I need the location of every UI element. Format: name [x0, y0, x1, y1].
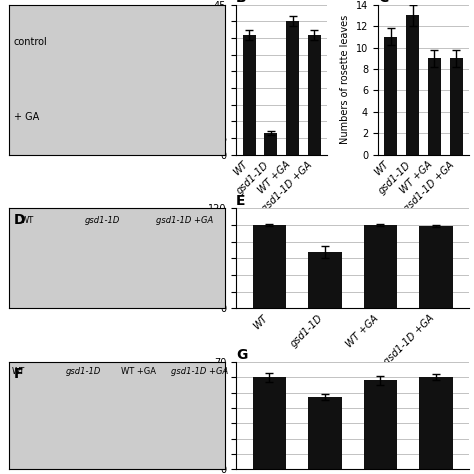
- Bar: [264, 133, 277, 155]
- Text: G: G: [236, 348, 247, 362]
- Bar: [406, 16, 419, 155]
- Bar: [308, 35, 321, 155]
- Text: gsd1-1D +GA: gsd1-1D +GA: [156, 217, 213, 226]
- Text: gsd1-1D +GA: gsd1-1D +GA: [171, 367, 228, 376]
- Text: D: D: [14, 213, 25, 228]
- Text: gsd1-1D: gsd1-1D: [85, 217, 120, 226]
- Bar: [450, 58, 463, 155]
- Text: C: C: [378, 0, 388, 5]
- Bar: [253, 377, 286, 469]
- Text: WT: WT: [12, 367, 25, 376]
- Bar: [243, 35, 255, 155]
- Bar: [364, 381, 397, 469]
- Text: WT: WT: [20, 217, 34, 226]
- Y-axis label: Numbers of rosette leaves: Numbers of rosette leaves: [340, 15, 350, 145]
- Y-axis label: Stem height (cm): Stem height (cm): [198, 37, 208, 122]
- Text: E: E: [236, 194, 246, 209]
- Bar: [364, 225, 397, 309]
- Bar: [419, 377, 453, 469]
- Bar: [308, 252, 342, 309]
- Text: F: F: [14, 367, 23, 382]
- Bar: [419, 226, 453, 309]
- Text: + GA: + GA: [14, 112, 39, 122]
- Bar: [308, 397, 342, 469]
- Bar: [384, 37, 397, 155]
- Text: gsd1-1D: gsd1-1D: [65, 367, 101, 376]
- Text: B: B: [236, 0, 246, 5]
- Text: control: control: [14, 37, 47, 47]
- Text: WT +GA: WT +GA: [121, 367, 156, 376]
- Y-axis label: % fertile siliques: % fertile siliques: [192, 218, 202, 299]
- Y-axis label: seeds / fertile silique: seeds / fertile silique: [198, 365, 209, 466]
- Bar: [253, 225, 286, 309]
- Bar: [428, 58, 441, 155]
- Bar: [286, 21, 299, 155]
